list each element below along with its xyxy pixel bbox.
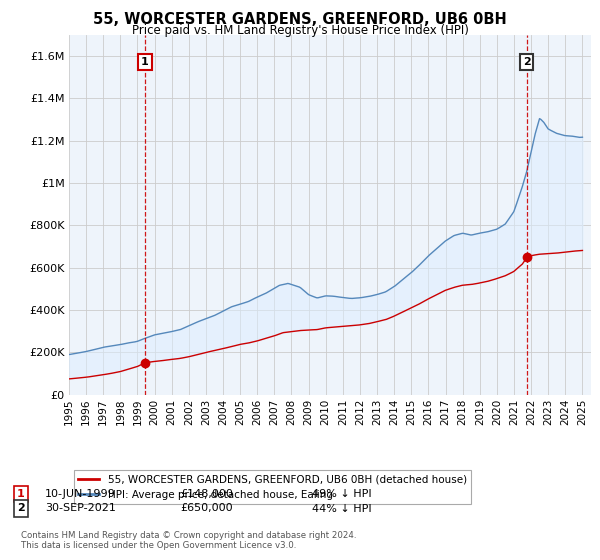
Text: 2: 2: [523, 57, 530, 67]
Text: 1: 1: [141, 57, 149, 67]
Text: 44% ↓ HPI: 44% ↓ HPI: [312, 503, 371, 514]
Text: 55, WORCESTER GARDENS, GREENFORD, UB6 0BH: 55, WORCESTER GARDENS, GREENFORD, UB6 0B…: [93, 12, 507, 27]
Text: £148,000: £148,000: [180, 489, 233, 499]
Legend: 55, WORCESTER GARDENS, GREENFORD, UB6 0BH (detached house), HPI: Average price, : 55, WORCESTER GARDENS, GREENFORD, UB6 0B…: [74, 470, 471, 504]
Text: 2: 2: [17, 503, 25, 514]
Text: £650,000: £650,000: [180, 503, 233, 514]
Text: 30-SEP-2021: 30-SEP-2021: [45, 503, 116, 514]
Text: Contains HM Land Registry data © Crown copyright and database right 2024.
This d: Contains HM Land Registry data © Crown c…: [21, 530, 356, 550]
Text: 49% ↓ HPI: 49% ↓ HPI: [312, 489, 371, 499]
Text: Price paid vs. HM Land Registry's House Price Index (HPI): Price paid vs. HM Land Registry's House …: [131, 24, 469, 37]
Text: 1: 1: [17, 489, 25, 499]
Text: 10-JUN-1999: 10-JUN-1999: [45, 489, 116, 499]
